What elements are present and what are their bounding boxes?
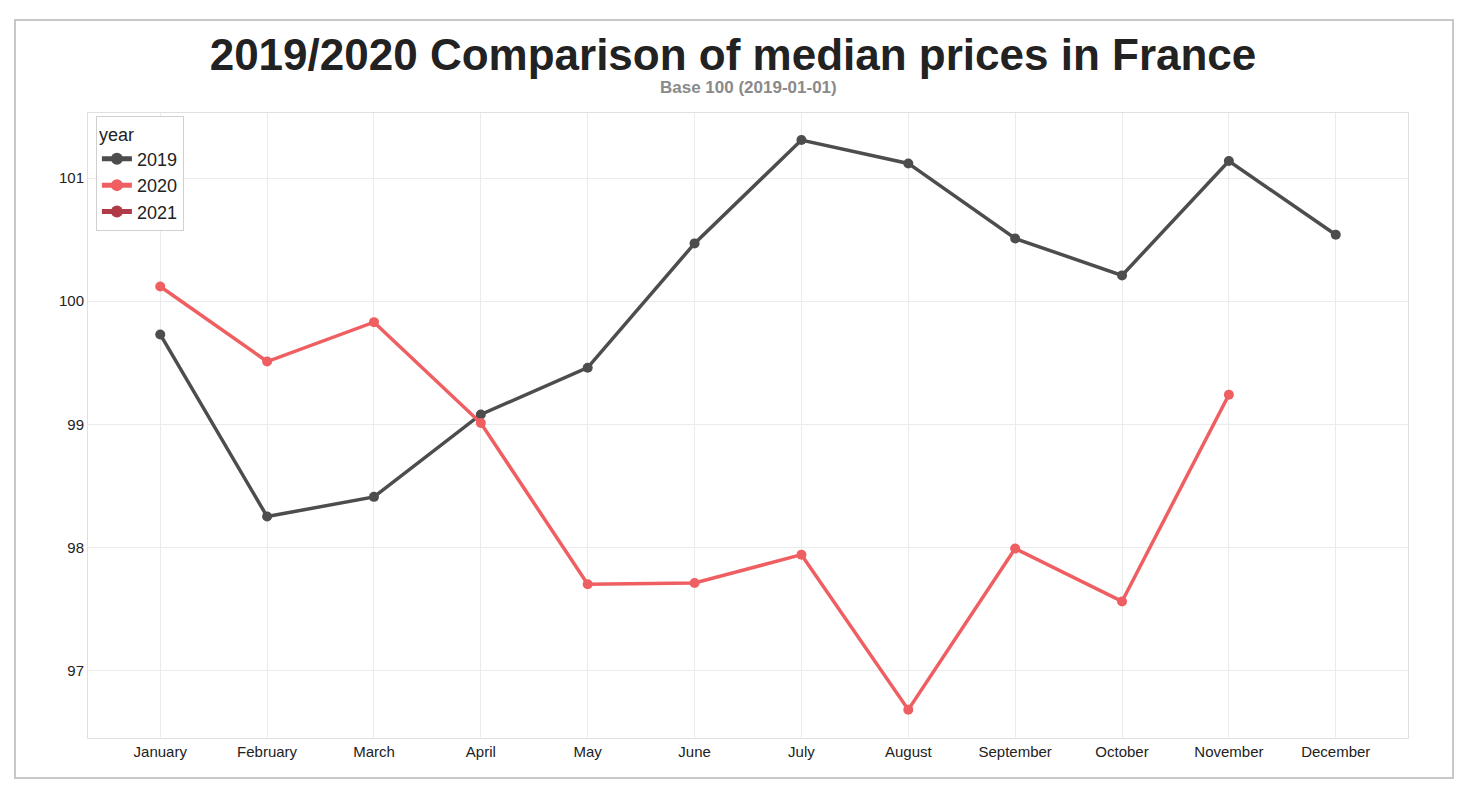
svg-text:2019/2020 Comparison of median: 2019/2020 Comparison of median prices in… — [210, 30, 1257, 79]
svg-text:September: September — [978, 743, 1051, 760]
svg-text:November: November — [1194, 743, 1263, 760]
svg-text:March: March — [353, 743, 395, 760]
svg-text:2021: 2021 — [137, 203, 177, 223]
svg-text:April: April — [466, 743, 496, 760]
svg-text:February: February — [237, 743, 298, 760]
svg-text:97: 97 — [67, 662, 84, 679]
svg-text:2020: 2020 — [137, 176, 177, 196]
svg-text:October: October — [1095, 743, 1148, 760]
svg-text:100: 100 — [59, 292, 84, 309]
svg-text:July: July — [788, 743, 815, 760]
svg-text:May: May — [574, 743, 603, 760]
svg-text:Base 100 (2019-01-01): Base 100 (2019-01-01) — [660, 78, 837, 97]
svg-text:year: year — [99, 125, 134, 145]
svg-text:101: 101 — [59, 169, 84, 186]
svg-text:December: December — [1301, 743, 1370, 760]
svg-text:January: January — [134, 743, 188, 760]
svg-text:June: June — [678, 743, 711, 760]
svg-text:August: August — [885, 743, 933, 760]
svg-text:2019: 2019 — [137, 150, 177, 170]
svg-text:99: 99 — [67, 416, 84, 433]
svg-text:98: 98 — [67, 539, 84, 556]
